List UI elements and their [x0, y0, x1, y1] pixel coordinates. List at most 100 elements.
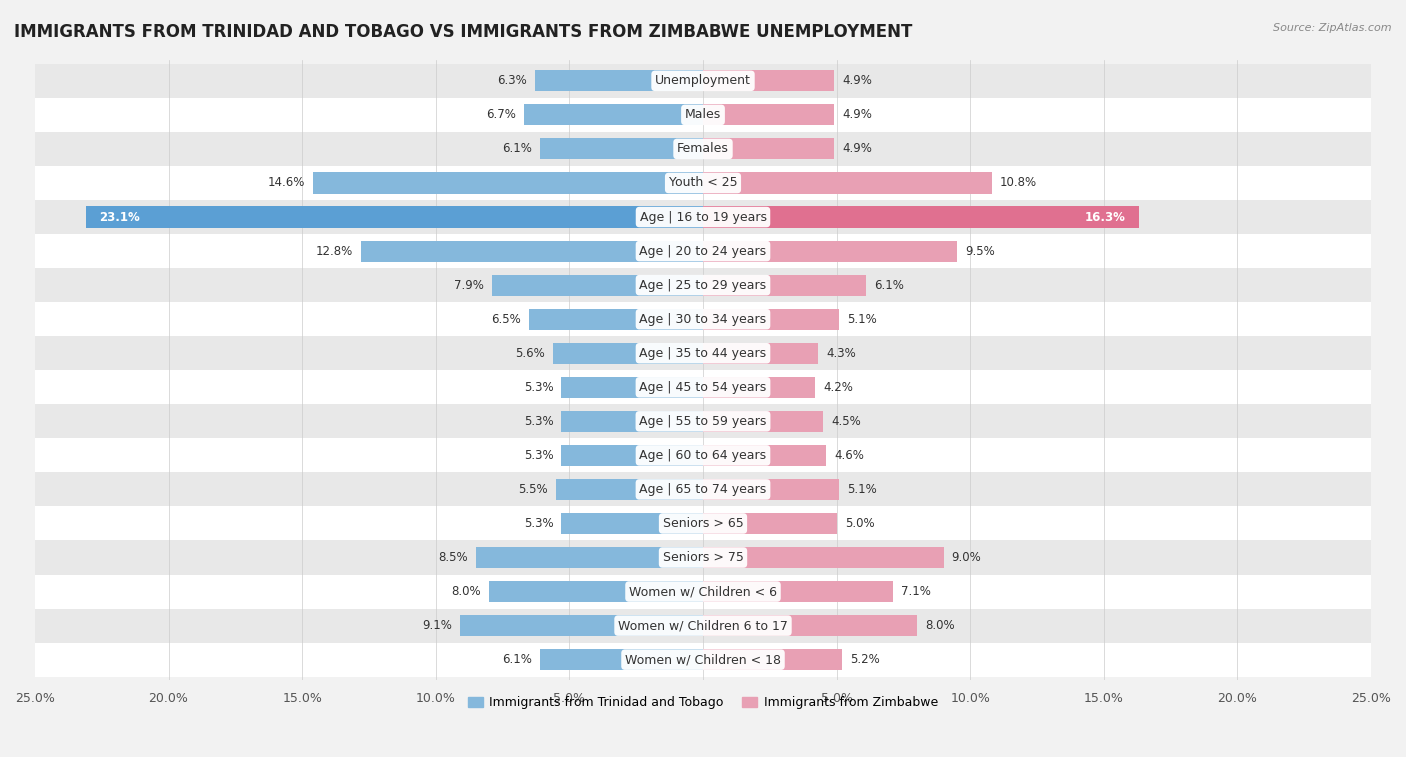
Bar — [703, 241, 957, 262]
Bar — [703, 139, 834, 160]
Bar — [540, 139, 703, 160]
Text: 23.1%: 23.1% — [98, 210, 139, 223]
Text: Women w/ Children < 6: Women w/ Children < 6 — [628, 585, 778, 598]
Bar — [703, 479, 839, 500]
Text: 5.3%: 5.3% — [523, 517, 554, 530]
Bar — [35, 404, 1371, 438]
Text: 8.0%: 8.0% — [925, 619, 955, 632]
Text: Unemployment: Unemployment — [655, 74, 751, 87]
Bar — [703, 207, 1139, 228]
Bar — [35, 472, 1371, 506]
Bar — [35, 64, 1371, 98]
Text: 9.0%: 9.0% — [952, 551, 981, 564]
Bar — [524, 104, 703, 126]
Text: 6.5%: 6.5% — [492, 313, 522, 326]
Bar — [475, 547, 703, 568]
Text: 5.1%: 5.1% — [848, 483, 877, 496]
Bar — [554, 343, 703, 364]
Text: Age | 16 to 19 years: Age | 16 to 19 years — [640, 210, 766, 223]
Legend: Immigrants from Trinidad and Tobago, Immigrants from Zimbabwe: Immigrants from Trinidad and Tobago, Imm… — [463, 691, 943, 714]
Text: 9.5%: 9.5% — [965, 245, 994, 257]
Text: 5.3%: 5.3% — [523, 381, 554, 394]
Text: 5.5%: 5.5% — [519, 483, 548, 496]
Text: 5.0%: 5.0% — [845, 517, 875, 530]
Text: 9.1%: 9.1% — [422, 619, 451, 632]
Bar — [35, 336, 1371, 370]
Bar — [35, 200, 1371, 234]
Text: 4.9%: 4.9% — [842, 74, 872, 87]
Bar — [35, 643, 1371, 677]
Text: Women w/ Children 6 to 17: Women w/ Children 6 to 17 — [619, 619, 787, 632]
Text: Males: Males — [685, 108, 721, 121]
Bar — [703, 615, 917, 636]
Bar — [489, 581, 703, 602]
Bar — [561, 377, 703, 398]
Text: 8.0%: 8.0% — [451, 585, 481, 598]
Text: Source: ZipAtlas.com: Source: ZipAtlas.com — [1274, 23, 1392, 33]
Bar — [35, 438, 1371, 472]
Bar — [703, 275, 866, 296]
Bar — [35, 268, 1371, 302]
Bar — [703, 104, 834, 126]
Text: 5.1%: 5.1% — [848, 313, 877, 326]
Bar — [703, 173, 991, 194]
Text: 5.3%: 5.3% — [523, 415, 554, 428]
Text: Age | 60 to 64 years: Age | 60 to 64 years — [640, 449, 766, 462]
Text: Seniors > 65: Seniors > 65 — [662, 517, 744, 530]
Bar — [561, 411, 703, 432]
Text: Females: Females — [678, 142, 728, 155]
Bar — [35, 302, 1371, 336]
Bar — [703, 70, 834, 92]
Text: Age | 65 to 74 years: Age | 65 to 74 years — [640, 483, 766, 496]
Bar — [555, 479, 703, 500]
Text: Seniors > 75: Seniors > 75 — [662, 551, 744, 564]
Text: 6.1%: 6.1% — [502, 142, 531, 155]
Text: 6.1%: 6.1% — [502, 653, 531, 666]
Bar — [492, 275, 703, 296]
Text: 14.6%: 14.6% — [267, 176, 305, 189]
Text: 6.1%: 6.1% — [875, 279, 904, 291]
Bar — [703, 649, 842, 670]
Text: 4.2%: 4.2% — [824, 381, 853, 394]
Bar — [703, 343, 818, 364]
Bar — [703, 581, 893, 602]
Text: Youth < 25: Youth < 25 — [669, 176, 737, 189]
Text: 16.3%: 16.3% — [1084, 210, 1125, 223]
Text: 4.3%: 4.3% — [825, 347, 856, 360]
Text: Age | 25 to 29 years: Age | 25 to 29 years — [640, 279, 766, 291]
Text: 6.7%: 6.7% — [486, 108, 516, 121]
Bar — [703, 309, 839, 330]
Text: Age | 20 to 24 years: Age | 20 to 24 years — [640, 245, 766, 257]
Text: Age | 30 to 34 years: Age | 30 to 34 years — [640, 313, 766, 326]
Text: 7.9%: 7.9% — [454, 279, 484, 291]
Text: 4.9%: 4.9% — [842, 108, 872, 121]
Bar — [703, 513, 837, 534]
Text: 5.2%: 5.2% — [851, 653, 880, 666]
Bar — [361, 241, 703, 262]
Text: Age | 55 to 59 years: Age | 55 to 59 years — [640, 415, 766, 428]
Bar — [35, 609, 1371, 643]
Bar — [35, 98, 1371, 132]
Bar — [703, 377, 815, 398]
Text: 8.5%: 8.5% — [439, 551, 468, 564]
Text: 12.8%: 12.8% — [316, 245, 353, 257]
Text: 4.9%: 4.9% — [842, 142, 872, 155]
Bar — [35, 370, 1371, 404]
Bar — [703, 547, 943, 568]
Bar — [35, 506, 1371, 540]
Bar — [529, 309, 703, 330]
Bar — [35, 132, 1371, 166]
Text: 5.6%: 5.6% — [516, 347, 546, 360]
Bar — [35, 234, 1371, 268]
Bar — [703, 445, 825, 466]
Text: 5.3%: 5.3% — [523, 449, 554, 462]
Bar — [561, 513, 703, 534]
Bar — [561, 445, 703, 466]
Text: Age | 45 to 54 years: Age | 45 to 54 years — [640, 381, 766, 394]
Text: 4.5%: 4.5% — [831, 415, 860, 428]
Bar — [460, 615, 703, 636]
Bar — [86, 207, 703, 228]
Text: 6.3%: 6.3% — [496, 74, 527, 87]
Bar — [314, 173, 703, 194]
Text: 10.8%: 10.8% — [1000, 176, 1036, 189]
